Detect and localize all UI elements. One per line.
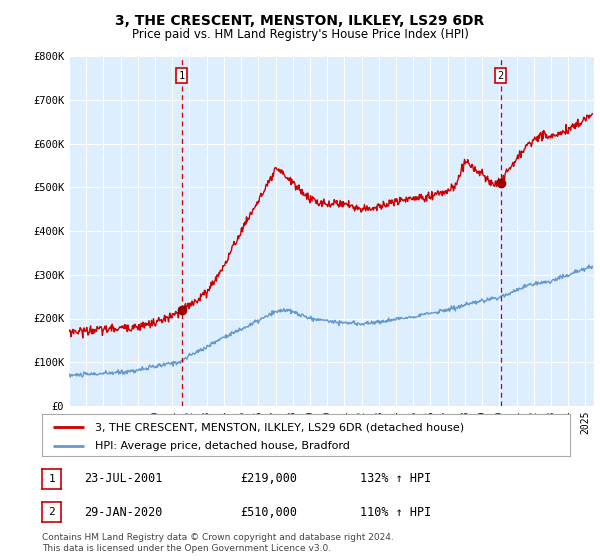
Text: 3, THE CRESCENT, MENSTON, ILKLEY, LS29 6DR: 3, THE CRESCENT, MENSTON, ILKLEY, LS29 6… [115, 14, 485, 28]
Text: £510,000: £510,000 [240, 506, 297, 519]
Text: £219,000: £219,000 [240, 472, 297, 486]
Text: 23-JUL-2001: 23-JUL-2001 [84, 472, 163, 486]
Text: 3, THE CRESCENT, MENSTON, ILKLEY, LS29 6DR (detached house): 3, THE CRESCENT, MENSTON, ILKLEY, LS29 6… [95, 422, 464, 432]
Text: HPI: Average price, detached house, Bradford: HPI: Average price, detached house, Brad… [95, 441, 350, 451]
Text: Price paid vs. HM Land Registry's House Price Index (HPI): Price paid vs. HM Land Registry's House … [131, 28, 469, 41]
Text: 2: 2 [497, 71, 504, 81]
Text: 29-JAN-2020: 29-JAN-2020 [84, 506, 163, 519]
Text: 110% ↑ HPI: 110% ↑ HPI [360, 506, 431, 519]
Text: 2: 2 [48, 507, 55, 517]
Text: 1: 1 [48, 474, 55, 484]
Text: Contains HM Land Registry data © Crown copyright and database right 2024.
This d: Contains HM Land Registry data © Crown c… [42, 533, 394, 553]
Text: 1: 1 [179, 71, 185, 81]
Text: 132% ↑ HPI: 132% ↑ HPI [360, 472, 431, 486]
